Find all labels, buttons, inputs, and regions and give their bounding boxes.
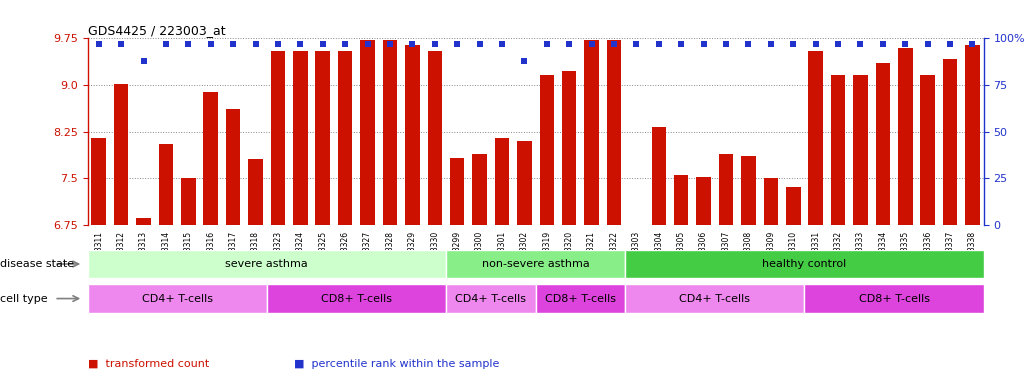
Text: disease state: disease state	[0, 259, 74, 269]
Bar	[446, 284, 536, 313]
Text: GDS4425 / 223003_at: GDS4425 / 223003_at	[88, 24, 226, 37]
Bar	[267, 284, 446, 313]
Bar	[204, 93, 218, 225]
Bar	[607, 40, 621, 225]
Bar	[88, 284, 267, 313]
Bar	[562, 71, 577, 225]
Text: ■  transformed count: ■ transformed count	[88, 359, 209, 369]
Bar	[809, 51, 823, 225]
Bar	[383, 40, 398, 225]
Bar	[226, 109, 240, 225]
Bar	[742, 156, 756, 225]
Bar	[248, 159, 263, 225]
Text: CD4+ T-cells: CD4+ T-cells	[455, 293, 526, 304]
Bar	[942, 59, 957, 225]
Text: CD4+ T-cells: CD4+ T-cells	[142, 293, 212, 304]
Text: ■  percentile rank within the sample: ■ percentile rank within the sample	[294, 359, 499, 369]
Bar	[965, 45, 980, 225]
Bar	[876, 63, 890, 225]
Bar	[446, 250, 625, 278]
Bar	[360, 40, 375, 225]
Bar	[473, 154, 487, 225]
Bar	[763, 178, 778, 225]
Text: non-severe asthma: non-severe asthma	[482, 259, 589, 269]
Text: severe asthma: severe asthma	[226, 259, 308, 269]
Text: CD8+ T-cells: CD8+ T-cells	[545, 293, 616, 304]
Bar	[114, 84, 129, 225]
Bar	[536, 284, 625, 313]
Bar	[674, 175, 688, 225]
Bar	[804, 284, 984, 313]
Bar	[427, 51, 442, 225]
Bar	[696, 177, 711, 225]
Text: cell type: cell type	[0, 293, 47, 304]
Text: CD8+ T-cells: CD8+ T-cells	[321, 293, 391, 304]
Bar	[921, 75, 935, 225]
Bar	[540, 75, 554, 225]
Bar	[88, 250, 446, 278]
Bar	[625, 284, 804, 313]
Bar	[584, 40, 598, 225]
Bar	[92, 138, 106, 225]
Bar	[315, 51, 330, 225]
Bar	[898, 48, 913, 225]
Bar	[517, 141, 531, 225]
Bar	[853, 75, 867, 225]
Bar	[136, 218, 150, 225]
Bar	[405, 45, 419, 225]
Bar	[181, 178, 196, 225]
Bar	[831, 75, 846, 225]
Bar	[652, 127, 666, 225]
Bar	[625, 250, 984, 278]
Bar	[786, 187, 800, 225]
Text: healthy control: healthy control	[762, 259, 847, 269]
Bar	[338, 51, 352, 225]
Bar	[494, 138, 509, 225]
Text: CD8+ T-cells: CD8+ T-cells	[859, 293, 929, 304]
Text: CD4+ T-cells: CD4+ T-cells	[680, 293, 750, 304]
Bar	[450, 158, 465, 225]
Bar	[271, 51, 285, 225]
Bar	[719, 154, 733, 225]
Bar	[294, 51, 308, 225]
Bar	[159, 144, 173, 225]
